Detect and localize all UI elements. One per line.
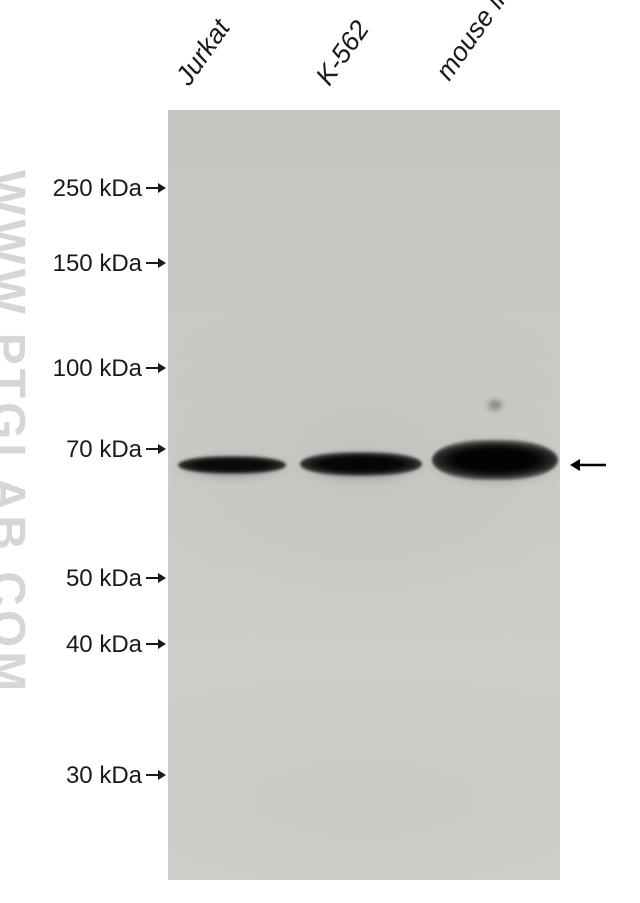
marker-label-0: 250 kDa (53, 175, 142, 203)
western-blot-figure: { "figure": { "type": "western_blot", "w… (0, 0, 640, 903)
band-lane-2 (432, 440, 558, 480)
lane-label-0: Jurkat (170, 14, 237, 91)
blot-smudge (488, 400, 502, 410)
band-lane-1 (300, 452, 422, 476)
marker-label-4: 50 kDa (66, 565, 142, 593)
watermark-text: WWW.PTGLAB.COM (0, 170, 35, 695)
band-lane-0 (178, 456, 286, 474)
marker-label-6: 30 kDa (66, 762, 142, 790)
blot-strip (168, 110, 560, 880)
lane-label-1: K-562 (310, 15, 376, 91)
lane-label-2: mouse liver (430, 0, 534, 86)
marker-label-2: 100 kDa (53, 355, 142, 383)
marker-label-1: 150 kDa (53, 250, 142, 278)
marker-label-3: 70 kDa (66, 436, 142, 464)
marker-label-5: 40 kDa (66, 631, 142, 659)
